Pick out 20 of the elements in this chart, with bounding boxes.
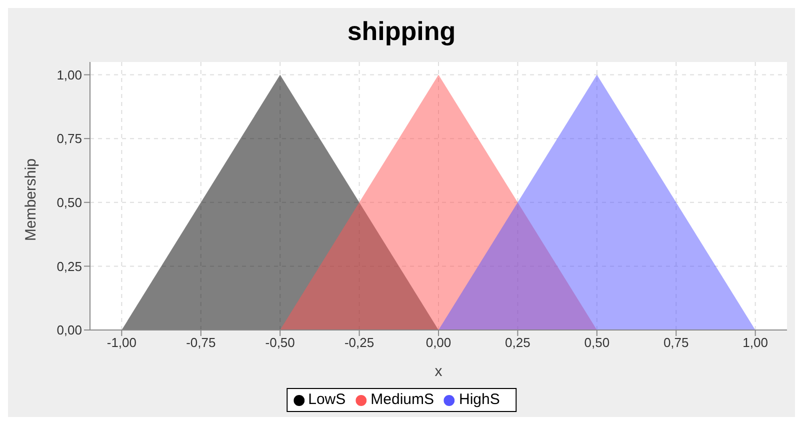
x-tick-label: 0,25 xyxy=(505,335,530,350)
x-tick-label: -1,00 xyxy=(106,335,136,350)
legend-label: HighS xyxy=(459,391,500,408)
x-tick-label: 0,00 xyxy=(426,335,452,350)
x-tick-label: 0,75 xyxy=(663,335,689,350)
x-tick-label: -0,75 xyxy=(186,335,216,350)
y-axis-title: Membership xyxy=(22,158,40,241)
x-tick-label: 1,00 xyxy=(742,335,768,350)
x-tick-label: 0,50 xyxy=(584,335,610,350)
y-tick-label: 0,50 xyxy=(56,194,82,210)
x-tick-label: -0,50 xyxy=(265,335,295,350)
chart-title: shipping xyxy=(346,15,457,48)
x-axis-title: x xyxy=(434,363,443,380)
legend-label: LowS xyxy=(308,391,346,408)
legend-label: MediumS xyxy=(370,391,434,408)
x-tick-label: -0,25 xyxy=(344,335,374,350)
y-tick-label: 0,75 xyxy=(56,131,82,146)
y-tick-label: 0,25 xyxy=(56,258,82,274)
y-tick-label: 1,00 xyxy=(56,67,82,82)
y-tick-label: 0,00 xyxy=(56,322,82,338)
